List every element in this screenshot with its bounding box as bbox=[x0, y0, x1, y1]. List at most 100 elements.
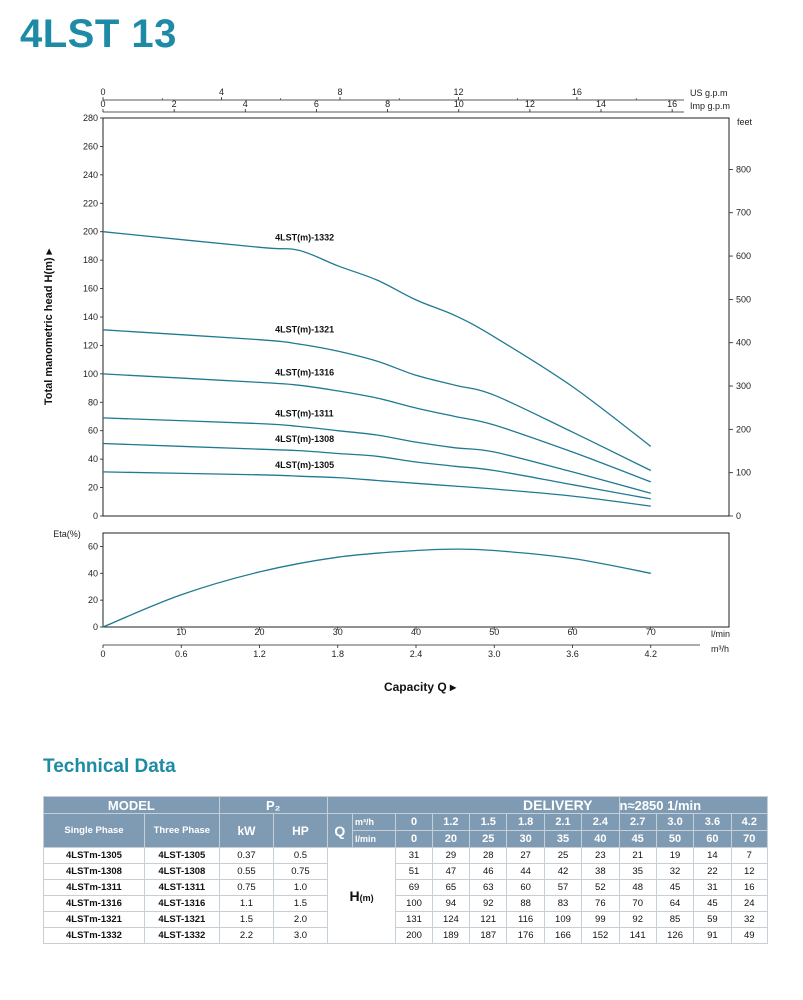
head-value: 76 bbox=[581, 895, 620, 912]
head-value: 83 bbox=[543, 895, 583, 912]
head-value: 60 bbox=[506, 879, 545, 896]
head-value: 12 bbox=[730, 863, 769, 880]
head-value: 85 bbox=[655, 911, 695, 928]
head-label-cell: H(m) bbox=[326, 847, 397, 944]
head-value: 57 bbox=[543, 879, 583, 896]
eta-y-tick-label: 60 bbox=[88, 541, 98, 551]
head-value: 28 bbox=[469, 847, 508, 864]
head-value: 94 bbox=[431, 895, 471, 912]
eta-axis-label: Eta(%) bbox=[53, 529, 81, 539]
y-tick-label: 80 bbox=[88, 397, 98, 407]
single-phase-model: 4LSTm-1321 bbox=[43, 911, 145, 928]
imp-gpm-tick-label: 6 bbox=[314, 99, 319, 109]
y-tick-label: 200 bbox=[83, 227, 98, 237]
p2-header: P₂ bbox=[218, 796, 328, 814]
table-row: 4LSTm-1332 4LST-1332 2.2 3.0 200 189 187 176 166… bbox=[43, 927, 769, 944]
m3h-tick-label: 2.4 bbox=[410, 649, 423, 659]
series-label: 4LST(m)-1308 bbox=[275, 434, 334, 444]
y2-tick-label: 100 bbox=[736, 468, 751, 478]
head-value: 51 bbox=[395, 863, 433, 880]
x-tick-label: 50 bbox=[489, 627, 499, 637]
head-curve-4LST(m)-1308 bbox=[102, 442, 651, 500]
head-value: 166 bbox=[543, 927, 583, 944]
x-tick-label: 60 bbox=[567, 627, 577, 637]
table-row: 4LSTm-1305 4LST-1305 0.37 0.5 H(m) 31 29 28 27 25… bbox=[43, 847, 769, 944]
head-value: 32 bbox=[655, 863, 695, 880]
q-lmin-6: 45 bbox=[618, 830, 657, 848]
single-phase-model: 4LSTm-1332 bbox=[43, 927, 145, 944]
x-tick-label: 20 bbox=[254, 627, 264, 637]
series-label: 4LST(m)-1305 bbox=[275, 460, 334, 470]
head-value: 14 bbox=[693, 847, 732, 864]
power-kw: 1.1 bbox=[218, 895, 275, 912]
q-unit-m3h: m³/h bbox=[351, 813, 397, 831]
head-value: 64 bbox=[655, 895, 695, 912]
page-title: 4LST 13 bbox=[20, 12, 177, 56]
q-m3h-3: 1.8 bbox=[506, 813, 545, 831]
q-m3h-8: 3.6 bbox=[693, 813, 732, 831]
q-unit-lmin: l/min bbox=[351, 830, 397, 848]
head-value: 92 bbox=[618, 911, 657, 928]
head-value: 23 bbox=[581, 847, 620, 864]
technical-data-title: Technical Data bbox=[43, 756, 176, 777]
head-value: 42 bbox=[543, 863, 583, 880]
us-gpm-tick-label: 16 bbox=[572, 87, 582, 97]
head-curve-4LST(m)-1332 bbox=[102, 231, 652, 447]
power-kw: 2.2 bbox=[218, 927, 275, 944]
q-lmin-9: 70 bbox=[730, 830, 769, 848]
three-phase-model: 4LST-1311 bbox=[143, 879, 220, 896]
model-header: MODEL bbox=[43, 796, 220, 814]
head-value: 141 bbox=[618, 927, 657, 944]
speed-header: n≈2850 1/min bbox=[618, 796, 769, 814]
pump-curve-chart: 020406080100120140160180200220240260280T… bbox=[43, 87, 753, 694]
q-lmin-3: 30 bbox=[506, 830, 545, 848]
single-phase-model: 4LSTm-1311 bbox=[43, 879, 145, 896]
head-value: 116 bbox=[506, 911, 545, 928]
series-label: 4LST(m)-1311 bbox=[275, 409, 334, 419]
head-value: 45 bbox=[693, 895, 732, 912]
head-plot-frame bbox=[102, 117, 730, 517]
imp-gpm-tick-label: 14 bbox=[596, 99, 606, 109]
y2-tick-label: 700 bbox=[736, 208, 751, 218]
us-gpm-tick-label: 12 bbox=[453, 87, 463, 97]
head-value: 88 bbox=[506, 895, 545, 912]
head-value: 24 bbox=[730, 895, 769, 912]
x-unit-lmin: l/min bbox=[711, 629, 730, 639]
head-curve-4LST(m)-1321 bbox=[102, 329, 652, 472]
head-value: 19 bbox=[655, 847, 695, 864]
eta-y-tick-label: 20 bbox=[88, 595, 98, 605]
power-hp: 3.0 bbox=[273, 927, 328, 944]
head-value: 46 bbox=[469, 863, 508, 880]
delivery-header: DELIVERY bbox=[326, 796, 620, 814]
q-lmin-5: 40 bbox=[581, 830, 620, 848]
head-value: 63 bbox=[469, 879, 508, 896]
imp-gpm-tick-label: 2 bbox=[172, 99, 177, 109]
m3h-tick-label: 3.6 bbox=[566, 649, 579, 659]
x-tick-label: 30 bbox=[333, 627, 343, 637]
power-hp: 0.75 bbox=[273, 863, 328, 880]
head-value: 47 bbox=[431, 863, 471, 880]
q-m3h-0: 0 bbox=[395, 813, 433, 831]
m3h-tick-label: 1.2 bbox=[253, 649, 266, 659]
head-value: 29 bbox=[431, 847, 471, 864]
imp-gpm-tick-label: 0 bbox=[100, 99, 105, 109]
q-lmin-2: 25 bbox=[469, 830, 508, 848]
head-value: 22 bbox=[693, 863, 732, 880]
m3h-tick-label: 3.0 bbox=[488, 649, 501, 659]
power-hp: 1.5 bbox=[273, 895, 328, 912]
y-tick-label: 280 bbox=[83, 113, 98, 123]
y2-tick-label: 0 bbox=[736, 511, 741, 521]
y2-tick-label: 600 bbox=[736, 251, 751, 261]
head-value: 152 bbox=[581, 927, 620, 944]
table-row: 4LSTm-1308 4LST-1308 0.55 0.75 51 47 46 44 42 38 3… bbox=[43, 863, 769, 880]
head-label: H bbox=[349, 887, 360, 904]
head-value: 176 bbox=[506, 927, 545, 944]
head-value: 31 bbox=[395, 847, 433, 864]
power-kw: 0.75 bbox=[218, 879, 275, 896]
y2-tick-label: 500 bbox=[736, 294, 751, 304]
y-tick-label: 20 bbox=[88, 483, 98, 493]
imp-gpm-unit: Imp g.p.m bbox=[690, 101, 730, 111]
head-value: 48 bbox=[618, 879, 657, 896]
table-row: 4LSTm-1321 4LST-1321 1.5 2.0 131 124 121 116 109… bbox=[43, 911, 769, 928]
head-value: 189 bbox=[431, 927, 471, 944]
